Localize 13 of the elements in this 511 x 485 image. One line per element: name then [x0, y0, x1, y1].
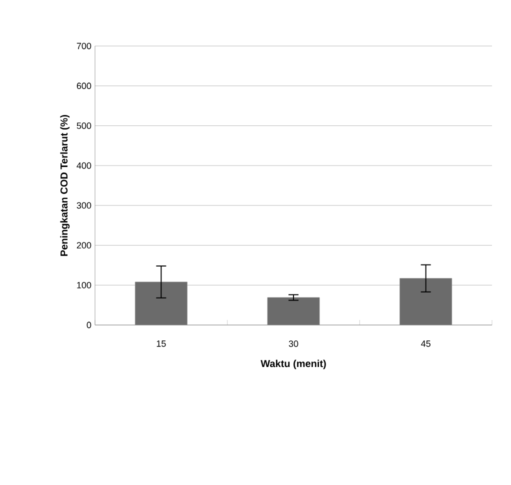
x-tick-label: 15 — [156, 340, 166, 347]
y-tick-label: 300 — [76, 202, 92, 209]
y-tick-label: 200 — [76, 242, 92, 248]
x-axis-title: Waktu (menit) — [260, 360, 326, 370]
y-tick-label: 0 — [86, 322, 92, 328]
y-tick-label: 700 — [76, 42, 92, 50]
x-tick-label: 30 — [288, 340, 298, 347]
x-tick-label: 45 — [421, 340, 430, 347]
y-tick-label: 400 — [76, 162, 92, 169]
y-tick-label: 500 — [76, 122, 92, 129]
y-tick-label: 100 — [77, 282, 92, 288]
y-tick-label: 600 — [76, 82, 92, 90]
y-axis-title: Peningkatan COD Terlarut (%) — [60, 114, 70, 256]
